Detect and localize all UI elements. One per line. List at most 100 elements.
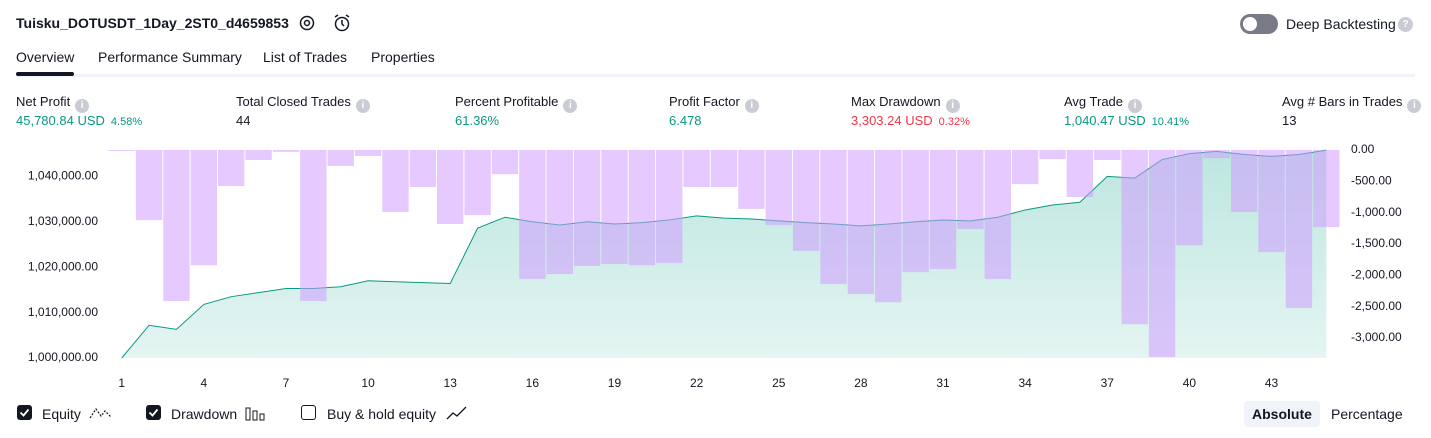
drawdown-bar <box>628 150 656 266</box>
toggle[interactable] <box>1240 14 1278 34</box>
drawdown-bar <box>190 150 218 266</box>
drawdown-bar <box>984 150 1011 280</box>
info-icon[interactable]: i <box>1128 99 1143 113</box>
drawdown-bar <box>601 150 628 265</box>
help-icon[interactable]: ? <box>1398 17 1413 32</box>
drawdown-bar <box>1313 150 1340 228</box>
drawdown-bar <box>875 150 902 303</box>
x-tick-label: 28 <box>854 376 868 390</box>
x-tick-label: 37 <box>1101 376 1115 390</box>
drawdown-bar <box>1148 150 1176 357</box>
drawdown-bar <box>765 150 792 226</box>
metric-label: Total Closed Trades i <box>236 94 370 113</box>
toggle-label: Deep Backtesting <box>1286 16 1396 32</box>
legend-label: Drawdown <box>171 406 238 422</box>
drawdown-bar <box>464 150 491 216</box>
drawdown-bar <box>1285 150 1313 308</box>
drawdown-bar <box>519 150 546 280</box>
info-icon[interactable]: i <box>75 99 90 113</box>
metric-label-text: Net Profit <box>16 94 71 109</box>
metric-label-text: Max Drawdown <box>851 94 941 109</box>
x-tick-label: 16 <box>526 376 540 390</box>
mode-button[interactable]: Percentage <box>1331 406 1403 422</box>
settings-icon[interactable] <box>298 14 316 32</box>
drawdown-bar <box>135 150 163 221</box>
alert-icon[interactable] <box>332 13 352 33</box>
tab[interactable]: Properties <box>371 49 435 65</box>
metric-label-text: Total Closed Trades <box>236 94 351 109</box>
info-icon[interactable]: i <box>355 99 370 113</box>
tab[interactable]: List of Trades <box>263 49 348 65</box>
legend-label: Equity <box>42 406 81 422</box>
drawdown-bar <box>1176 150 1203 246</box>
y-tick-label: 1,020,000.00 <box>28 259 98 273</box>
metric-value-text: 1,040.47 USD <box>1064 113 1146 128</box>
y-tick-label: 1,030,000.00 <box>28 214 98 228</box>
metric-label: Avg Trade i <box>1064 94 1143 113</box>
chart: 1,000,000.00 1,010,000.00 1,020,000.00 1,03… <box>28 142 1402 390</box>
checkbox[interactable] <box>17 405 32 420</box>
drawdown-bar <box>1011 150 1039 185</box>
tab[interactable]: Overview <box>16 49 75 65</box>
metric-label: Profit Factor i <box>669 94 759 113</box>
drawdown-bar <box>1258 150 1285 253</box>
drawdown-bar <box>1039 150 1066 160</box>
drawdown-bar <box>820 150 847 285</box>
y2-tick-label: -1,500.00 <box>1351 236 1402 250</box>
drawdown-bar <box>683 150 710 187</box>
x-tick-label: 43 <box>1265 376 1279 390</box>
y2-tick-label: -1,000.00 <box>1351 205 1402 219</box>
drawdown-bar <box>1094 150 1121 161</box>
tab[interactable]: Performance Summary <box>98 49 242 65</box>
tab-divider <box>16 74 1415 77</box>
strategy-title: Tuisku_DOTUSDT_1Day_2ST0_d4659853 <box>16 15 289 31</box>
drawdown-bar <box>656 150 683 264</box>
drawdown-bar <box>1203 150 1230 159</box>
metric-value-text: 3,303.24 USD <box>851 113 933 128</box>
drawdown-bar <box>108 150 135 151</box>
buy-hold-icon <box>446 406 467 420</box>
active-tab-indicator <box>16 72 74 76</box>
x-tick-label: 25 <box>772 376 786 390</box>
drawdown-bar <box>300 150 327 301</box>
drawdown-bar <box>710 150 738 187</box>
x-tick-label: 34 <box>1018 376 1032 390</box>
drawdown-bar <box>272 150 300 152</box>
equity-area <box>121 150 1327 358</box>
info-icon[interactable]: i <box>744 99 759 113</box>
control-label: Buy & hold equity <box>327 406 436 422</box>
drawdown-bar <box>409 150 437 187</box>
metric-label: Avg # Bars in Trades i <box>1282 94 1422 113</box>
metric-value: 44 <box>236 113 251 128</box>
drawdown-bar <box>437 150 464 224</box>
equity-icon <box>89 407 112 419</box>
y2-tick-label: -3,000.00 <box>1351 330 1402 344</box>
metric-extra: 0.32% <box>938 116 970 128</box>
drawdown-icon <box>245 407 265 421</box>
info-icon[interactable]: i <box>563 99 578 113</box>
checkbox[interactable] <box>146 405 161 420</box>
y2-tick-label: -500.00 <box>1351 173 1392 187</box>
metric-label-text: Avg Trade <box>1064 94 1124 109</box>
drawdown-bar <box>792 150 820 251</box>
drawdown-bar <box>382 150 409 213</box>
drawdown-bar <box>1230 150 1258 213</box>
info-icon[interactable]: i <box>945 99 960 113</box>
x-tick-label: 4 <box>200 376 207 390</box>
mode-button[interactable]: Absolute <box>1244 401 1320 427</box>
metric-value: 45,780.84 USD 4.58% <box>16 113 142 128</box>
info-icon[interactable]: i <box>1407 99 1422 113</box>
drawdown-bar <box>546 150 573 275</box>
y-tick-label: 1,040,000.00 <box>28 169 98 183</box>
metric-label-text: Avg # Bars in Trades <box>1282 94 1403 109</box>
metric-label: Percent Profitable i <box>455 94 578 113</box>
checkbox[interactable] <box>301 405 316 420</box>
drawdown-bar <box>327 150 354 166</box>
x-tick-label: 1 <box>118 376 125 390</box>
drawdown-bar <box>218 150 245 187</box>
x-tick-label: 7 <box>283 376 290 390</box>
drawdown-bar <box>354 150 382 156</box>
drawdown-bar <box>847 150 875 295</box>
drawdown-bar <box>957 150 984 229</box>
